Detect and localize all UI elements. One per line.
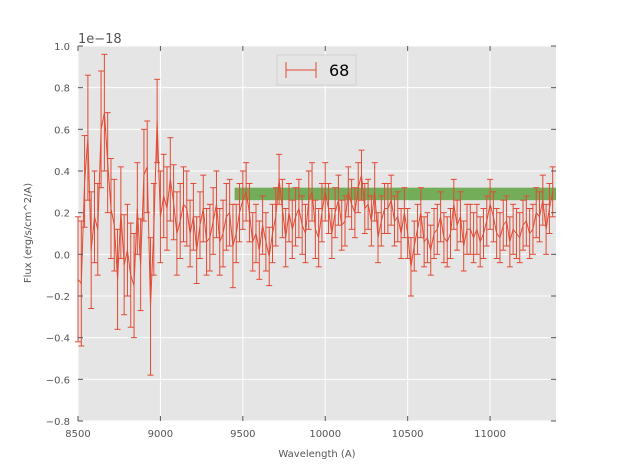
y-tick-label: 0.2 <box>54 209 70 220</box>
y-tick-labels: −0.8 −0.6 −0.4 −0.2 0.0 0.2 0.4 0.6 0.8 1.0 <box>46 42 70 428</box>
y-tick-label: 1.0 <box>54 42 70 53</box>
legend-label: 68 <box>329 61 349 80</box>
x-tick-label: 8500 <box>65 429 90 440</box>
y-tick-label: 0.8 <box>54 84 70 95</box>
x-tick-labels: 8500 9000 9500 10000 10500 11000 <box>65 429 506 440</box>
y-tick-label: 0.4 <box>54 167 70 178</box>
x-tick-label: 10000 <box>309 429 341 440</box>
y-tick-label: −0.6 <box>46 375 70 386</box>
band-rect <box>234 187 556 201</box>
series-line-68 <box>77 112 554 307</box>
highlight-band <box>234 187 556 201</box>
axis-ticks <box>77 45 556 422</box>
y-tick-label: 0.6 <box>54 125 70 136</box>
x-tick-label: 9500 <box>230 429 255 440</box>
y-tick-label: −0.8 <box>46 417 70 428</box>
legend: 68 <box>276 54 357 86</box>
x-tick-label: 11000 <box>474 429 506 440</box>
y-axis-label: Flux (erg/s/cm^2/A) <box>23 183 34 283</box>
y-tick-label: 0.0 <box>54 250 70 261</box>
y-tick-label: −0.4 <box>46 334 70 345</box>
y-offset-label: 1e−18 <box>78 32 122 47</box>
x-axis-label: Wavelength (A) <box>278 449 355 460</box>
x-tick-label: 10500 <box>392 429 424 440</box>
y-tick-label: −0.2 <box>46 292 70 303</box>
x-tick-label: 9000 <box>148 429 173 440</box>
